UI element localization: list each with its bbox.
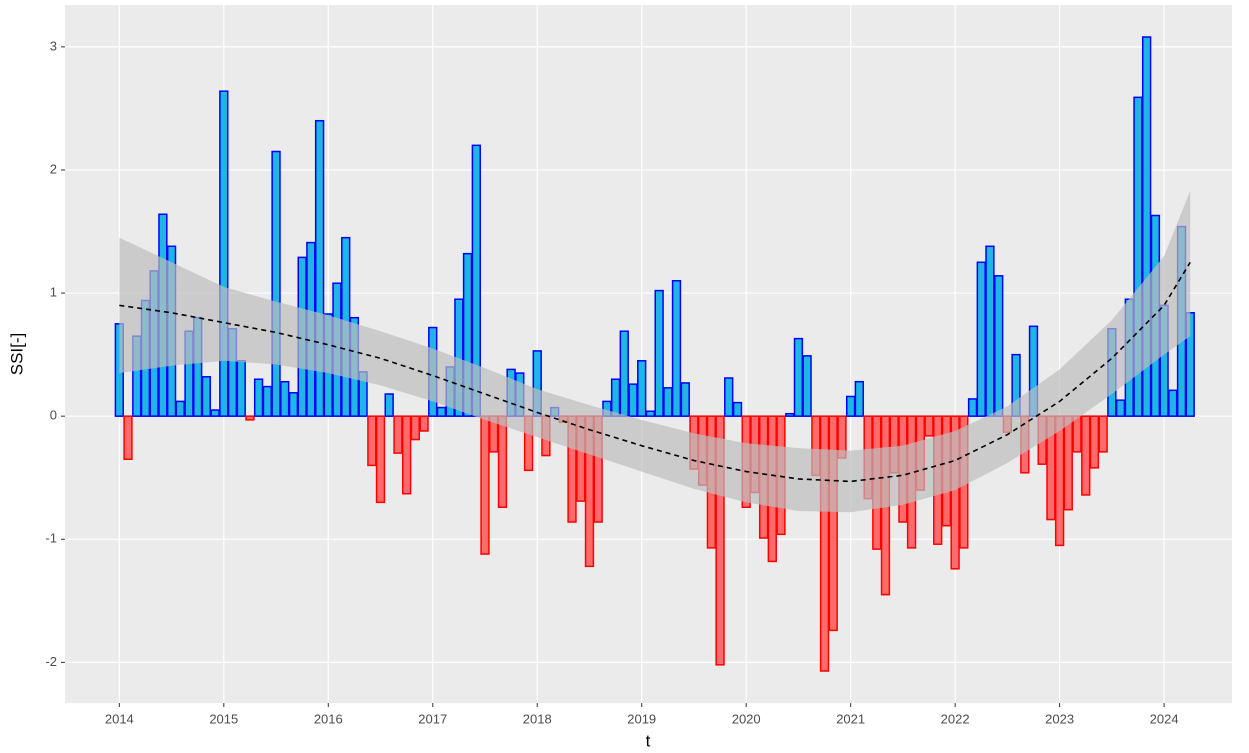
x-tick-label: 2024 <box>1150 711 1179 726</box>
bar <box>123 415 133 461</box>
bar <box>671 280 682 417</box>
bar <box>419 415 429 432</box>
bar <box>994 275 1004 417</box>
bar <box>210 409 220 417</box>
bar <box>436 406 447 417</box>
bar <box>245 415 255 421</box>
bar <box>236 360 246 417</box>
bar <box>1054 415 1065 547</box>
bar <box>1141 36 1152 417</box>
bar <box>1063 415 1073 511</box>
bar <box>680 382 690 417</box>
bar <box>637 360 647 417</box>
x-tick-label: 2022 <box>941 711 970 726</box>
bar <box>785 412 795 417</box>
bar <box>663 387 673 417</box>
bar <box>253 378 264 417</box>
bar <box>462 252 473 417</box>
bar <box>271 150 281 417</box>
bar <box>384 393 394 417</box>
x-tick-label: 2018 <box>523 711 552 726</box>
bar <box>619 330 629 417</box>
x-tick-label: 2021 <box>836 711 865 726</box>
bar <box>480 415 490 555</box>
bar <box>732 401 743 417</box>
bar <box>201 376 212 417</box>
bar <box>497 415 508 509</box>
bar <box>924 415 934 437</box>
bar <box>854 380 865 417</box>
bar <box>1115 399 1126 417</box>
bar <box>828 415 838 632</box>
y-tick-label: 3 <box>50 38 57 53</box>
bar <box>367 415 377 467</box>
bar <box>219 90 229 417</box>
y-tick-label: 0 <box>50 408 57 423</box>
bar <box>262 385 273 417</box>
bar <box>610 378 621 417</box>
x-tick-label: 2017 <box>418 711 447 726</box>
trend-line <box>119 261 1191 483</box>
x-axis-title: t <box>646 731 651 750</box>
bar <box>1133 96 1143 417</box>
bar <box>967 398 978 417</box>
bar <box>1168 389 1178 417</box>
bar <box>401 415 412 495</box>
x-tick-label: 2023 <box>1045 711 1074 726</box>
bar <box>375 415 386 504</box>
bar <box>1098 415 1108 453</box>
x-tick-label: 2016 <box>314 711 343 726</box>
bar <box>314 119 325 417</box>
y-tick-label: 1 <box>50 285 57 300</box>
bar <box>845 395 856 417</box>
bar <box>175 400 185 417</box>
bar <box>1072 415 1082 453</box>
y-axis-title: SSI[-] <box>7 333 26 376</box>
y-tick-label: 2 <box>50 161 57 176</box>
bar <box>654 289 664 417</box>
bar <box>288 392 299 417</box>
bar <box>950 415 960 570</box>
bar <box>724 377 734 417</box>
bar <box>985 245 995 417</box>
bar <box>1089 415 1100 469</box>
bar <box>393 415 403 454</box>
x-tick-label: 2019 <box>627 711 656 726</box>
confidence-band <box>119 190 1191 513</box>
bar <box>410 415 420 441</box>
bar <box>645 410 656 417</box>
bar <box>976 261 986 417</box>
y-tick-label: -1 <box>45 531 57 546</box>
bar <box>628 383 638 417</box>
bar <box>715 415 725 666</box>
x-tick-label: 2014 <box>105 711 134 726</box>
bar <box>280 380 290 417</box>
bar <box>1081 415 1091 496</box>
y-tick-label: -2 <box>45 654 57 669</box>
bar <box>819 415 830 672</box>
x-tick-label: 2020 <box>732 711 761 726</box>
x-tick-label: 2015 <box>209 711 238 726</box>
bar <box>802 355 812 417</box>
bar <box>793 337 804 417</box>
